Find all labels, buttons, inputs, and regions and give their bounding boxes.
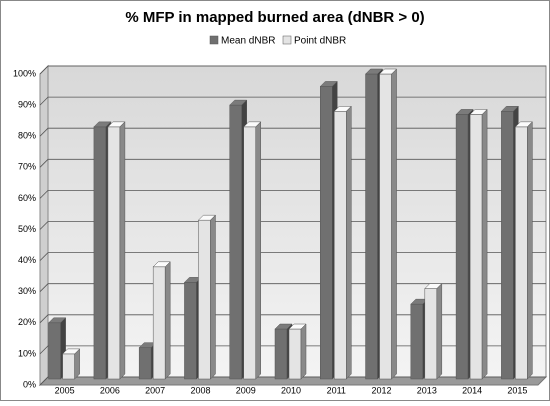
y-tick-label: 60% [18, 193, 36, 203]
x-tick-label: 2006 [100, 385, 120, 395]
bar-side [119, 121, 126, 380]
x-tick-label: 2010 [281, 385, 301, 395]
x-tick-label: 2008 [190, 385, 210, 395]
bar [410, 303, 424, 380]
bar-side [300, 323, 307, 380]
grid-line [39, 65, 546, 75]
bar-side [164, 261, 171, 380]
y-tick-label: 70% [18, 162, 36, 172]
x-tick-label: 2011 [327, 385, 346, 395]
bar [243, 126, 256, 380]
legend-label: Mean dNBR [221, 36, 275, 47]
x-tick-label: 2015 [507, 385, 527, 395]
bar-side [255, 121, 261, 380]
chart-title: % MFP in mapped burned area (dNBR > 0) [125, 9, 424, 26]
x-tick-label: 2014 [462, 385, 482, 395]
bar [198, 219, 211, 380]
y-tick-label: 90% [18, 99, 36, 109]
legend-swatch [209, 35, 219, 45]
x-tick-label: 2007 [145, 385, 165, 395]
bar [379, 73, 392, 380]
y-tick-label: 0% [23, 379, 36, 389]
bar [365, 73, 378, 380]
y-tick-label: 80% [18, 131, 36, 141]
x-tick-label: 2013 [417, 385, 437, 395]
bar [138, 347, 152, 380]
bar-side [210, 214, 216, 380]
bar [515, 126, 528, 380]
bar [334, 111, 347, 380]
bar-side [436, 282, 443, 380]
bar [152, 266, 166, 380]
bar [469, 114, 483, 380]
bar [274, 328, 288, 380]
legend-swatch [282, 35, 292, 45]
y-tick-label: 20% [18, 317, 36, 327]
bar [93, 126, 107, 380]
bar [288, 328, 302, 380]
bar [455, 114, 469, 380]
bar [184, 282, 197, 380]
bar-side [346, 105, 352, 380]
bar [48, 322, 61, 380]
y-tick-label: 40% [18, 255, 36, 265]
legend-label: Point dNBR [294, 36, 346, 47]
x-tick-label: 2005 [55, 385, 75, 395]
bar [501, 111, 514, 380]
bar [229, 104, 242, 380]
x-tick-label: 2009 [236, 385, 256, 395]
bar-side [527, 121, 533, 380]
bar-side [391, 68, 397, 380]
bar-side [74, 348, 80, 380]
bar [320, 86, 333, 380]
bar [107, 126, 121, 380]
bar [424, 288, 438, 380]
y-tick-label: 10% [18, 348, 36, 358]
y-tick-label: 50% [18, 224, 36, 234]
y-tick-label: 100% [13, 68, 36, 78]
x-tick-label: 2012 [372, 385, 392, 395]
bar [62, 353, 75, 380]
y-tick-label: 30% [18, 286, 36, 296]
bar-side [481, 108, 488, 380]
